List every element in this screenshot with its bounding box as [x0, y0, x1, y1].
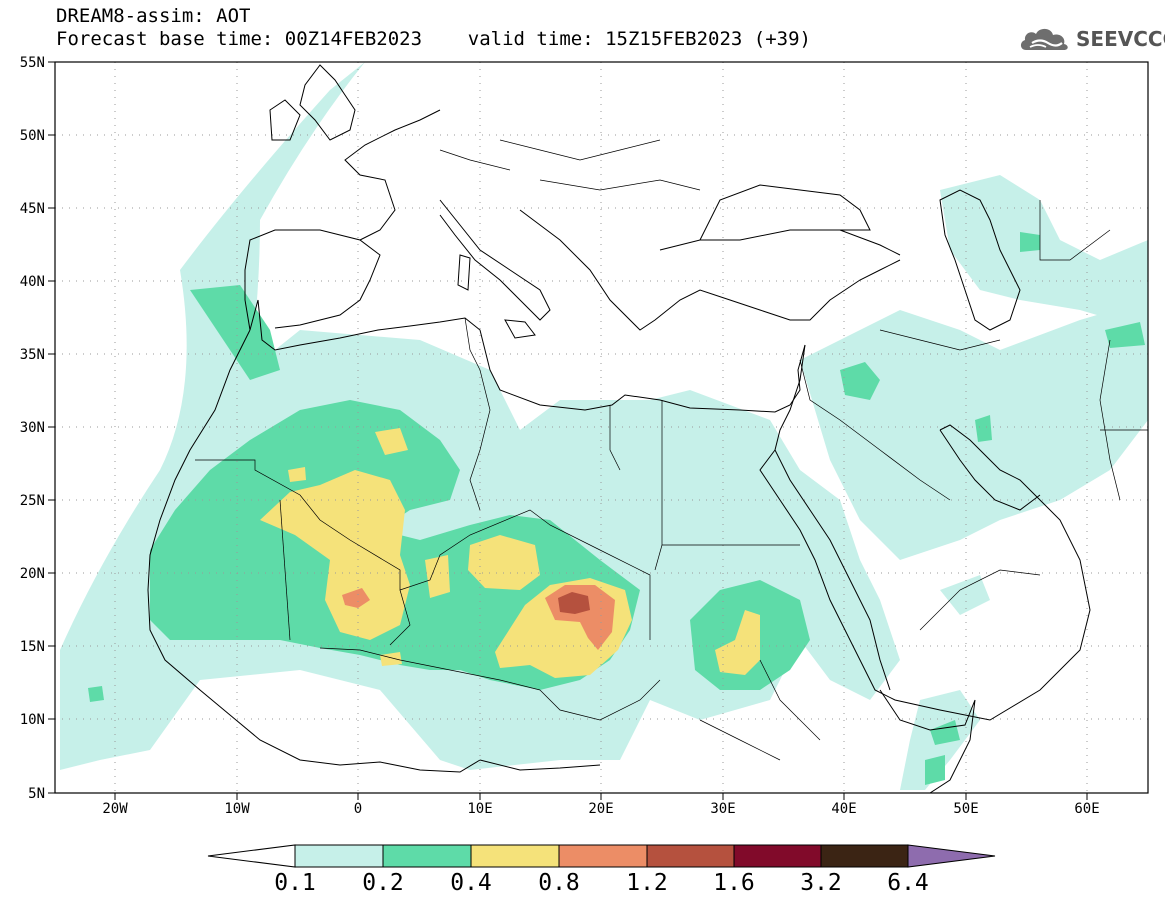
lat-label: 45N	[20, 201, 45, 217]
lat-label: 20N	[20, 566, 45, 582]
colorbar-swatch-min	[207, 844, 296, 868]
colorbar-label: 6.4	[887, 870, 929, 896]
colorbar-swatch	[558, 844, 648, 868]
aot-fields	[60, 62, 1148, 790]
colorbar-swatch	[294, 844, 384, 868]
lat-label: 35N	[20, 347, 45, 363]
colorbar-swatch-max	[907, 844, 996, 868]
coastlines	[147, 64, 1091, 793]
colorbar-label: 1.2	[626, 870, 668, 896]
lat-label: 10N	[20, 712, 45, 728]
aot-level-1-2	[558, 592, 590, 614]
lon-label: 20W	[102, 801, 128, 817]
map-title: DREAM8-assim: AOT	[56, 5, 251, 27]
colorbar-label: 0.1	[274, 870, 316, 896]
lon-label: 40E	[831, 801, 856, 817]
colorbar	[207, 844, 996, 868]
lon-label: 50E	[953, 801, 978, 817]
logo-text: SEEVCCC	[1076, 27, 1165, 51]
lat-label: 30N	[20, 420, 45, 436]
forecast-times: Forecast base time: 00Z14FEB2023 valid t…	[56, 28, 811, 50]
colorbar-label: 0.8	[538, 870, 580, 896]
colorbar-swatch	[470, 844, 560, 868]
lat-label: 15N	[20, 639, 45, 655]
graticule	[55, 62, 1148, 793]
colorbar-label: 3.2	[800, 870, 842, 896]
lon-label: 10E	[467, 801, 492, 817]
lon-label: 20E	[588, 801, 613, 817]
lon-label: 30E	[710, 801, 735, 817]
lat-label: 55N	[20, 55, 45, 71]
lat-label: 5N	[28, 786, 45, 802]
lat-label: 40N	[20, 274, 45, 290]
colorbar-swatch	[820, 844, 909, 868]
colorbar-swatch	[733, 844, 822, 868]
axis-ticks	[48, 61, 1088, 800]
lon-label: 60E	[1074, 801, 1099, 817]
lon-label: 0	[354, 801, 362, 817]
colorbar-label: 1.6	[713, 870, 755, 896]
lon-labels: 20W 10W 0 10E 20E 30E 40E 50E 60E	[102, 801, 1099, 817]
lat-labels: 55N 50N 45N 40N 35N 30N 25N 20N 15N 10N …	[20, 55, 45, 802]
lat-label: 25N	[20, 493, 45, 509]
cloud-icon	[1020, 28, 1068, 50]
lat-label: 50N	[20, 128, 45, 144]
colorbar-swatch	[382, 844, 472, 868]
colorbar-label: 0.2	[362, 870, 404, 896]
borders	[195, 139, 1148, 761]
seevccc-logo: SEEVCCC	[1018, 24, 1165, 54]
colorbar-label: 0.4	[450, 870, 492, 896]
lon-label: 10W	[224, 801, 250, 817]
colorbar-swatch	[646, 844, 735, 868]
